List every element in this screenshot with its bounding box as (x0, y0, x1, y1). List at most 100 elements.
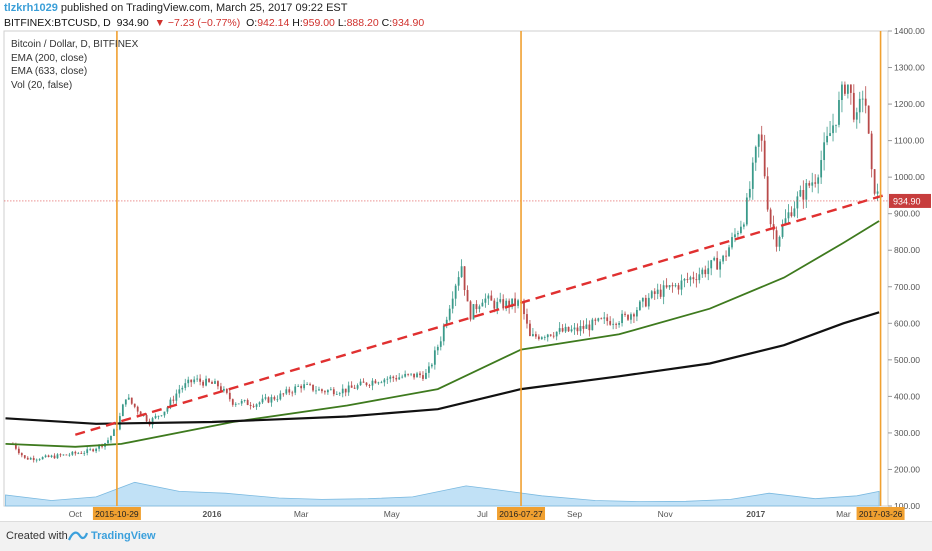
candle-body (864, 98, 867, 106)
candle-body (579, 325, 582, 332)
candle-body (858, 98, 861, 113)
candle-body (849, 84, 852, 93)
candle-body (722, 255, 724, 262)
x-tick-label: Mar (294, 509, 309, 519)
candle-body (707, 268, 710, 275)
candle-body (329, 389, 332, 391)
candle-body (430, 364, 433, 367)
candle-body (698, 274, 701, 281)
candle-body (517, 300, 519, 306)
candle-body (460, 266, 463, 278)
candle-body (279, 393, 282, 400)
x-tick-label: 2016 (203, 509, 222, 519)
candle-body (775, 230, 778, 247)
candle-body (62, 454, 65, 456)
candle-body (383, 379, 386, 383)
candle-body (624, 313, 626, 315)
candle-body (505, 300, 508, 309)
candle-body (199, 378, 202, 382)
candle-body (740, 226, 742, 234)
close-label: C: (381, 17, 393, 29)
y-tick-label: 1300.00 (894, 63, 925, 73)
candle-body (225, 388, 228, 393)
candle-body (600, 318, 603, 320)
candle-body (644, 297, 647, 307)
candle-body (264, 397, 267, 399)
candle-body (17, 448, 20, 454)
candle-body (725, 255, 727, 257)
candle-body (187, 379, 190, 384)
candle-body (324, 391, 326, 393)
candle-body (665, 285, 668, 288)
candle-body (751, 162, 754, 189)
y-tick-label: 300.00 (894, 428, 920, 438)
candle-body (555, 331, 558, 337)
candle-body (181, 387, 184, 390)
candle-body (621, 313, 623, 324)
candle-body (638, 301, 641, 311)
candle-body (184, 383, 187, 388)
candle-body (356, 385, 359, 389)
author-link[interactable]: tlzkrh1029 (4, 2, 58, 14)
candle-body (312, 384, 314, 391)
candle-body (234, 403, 237, 405)
candle-body (838, 100, 840, 125)
candle-body (145, 415, 148, 422)
candle-body (29, 458, 32, 460)
candle-body (526, 314, 528, 324)
candle-body (362, 381, 365, 383)
candle-body (380, 382, 383, 384)
trend-line (74, 194, 884, 436)
candle-body (217, 381, 219, 387)
candle-body (407, 373, 410, 375)
candle-body (662, 285, 665, 297)
candle-body (823, 142, 826, 161)
y-tick-label: 900.00 (894, 209, 920, 219)
candle-body (570, 329, 573, 332)
open-value: 942.14 (257, 17, 290, 29)
x-tick-label: Mar (836, 509, 851, 519)
legend-volume[interactable]: Vol (20, false) (11, 79, 73, 91)
candle-body (246, 400, 249, 406)
x-tick-label: Oct (69, 509, 83, 519)
candle-body (416, 373, 418, 378)
candle-body (47, 455, 50, 457)
candle-body (413, 373, 415, 378)
tradingview-brand-link[interactable]: TradingView (91, 530, 156, 542)
candle-body (291, 392, 294, 394)
candle-body (50, 455, 53, 457)
candle-body (211, 381, 213, 384)
candle-body (704, 269, 707, 275)
candle-body (220, 386, 222, 391)
candle-body (612, 323, 615, 325)
candle-body (742, 224, 745, 227)
candle-body (618, 323, 620, 325)
candle-body (344, 388, 347, 393)
candle-body (671, 285, 674, 287)
candle-body (23, 455, 26, 458)
candle-body (258, 402, 261, 405)
candle-body (641, 297, 644, 302)
candle-body (154, 415, 157, 419)
candle-body (80, 453, 83, 454)
candle-body (401, 376, 404, 378)
candle-body (127, 397, 130, 400)
price-chart[interactable]: 934.90 1400.00 1300.00 1200.00 1100.00 1000.… (0, 0, 932, 521)
legend-ema200[interactable]: EMA (200, close) (11, 52, 88, 64)
candle-body (208, 378, 210, 382)
x-tick-label: 2017 (746, 509, 765, 519)
candle-body (35, 459, 38, 461)
candle-body (124, 399, 127, 405)
ohlc-line: BITFINEX:BTCUSD, D 934.90 ▼ −7.23 (−0.77… (4, 17, 424, 29)
legend-ema633[interactable]: EMA (633, close) (11, 66, 88, 77)
open-label: O: (246, 17, 258, 29)
candle-body (315, 390, 317, 392)
y-tick-label: 1400.00 (894, 26, 925, 36)
candle-body (674, 285, 677, 287)
candle-body (564, 326, 567, 332)
candle-body (695, 279, 698, 281)
candle-body (267, 397, 270, 403)
x-tick-label: 2017-03-26 (859, 509, 903, 519)
candle-body (38, 459, 41, 461)
candle-body (585, 324, 588, 329)
